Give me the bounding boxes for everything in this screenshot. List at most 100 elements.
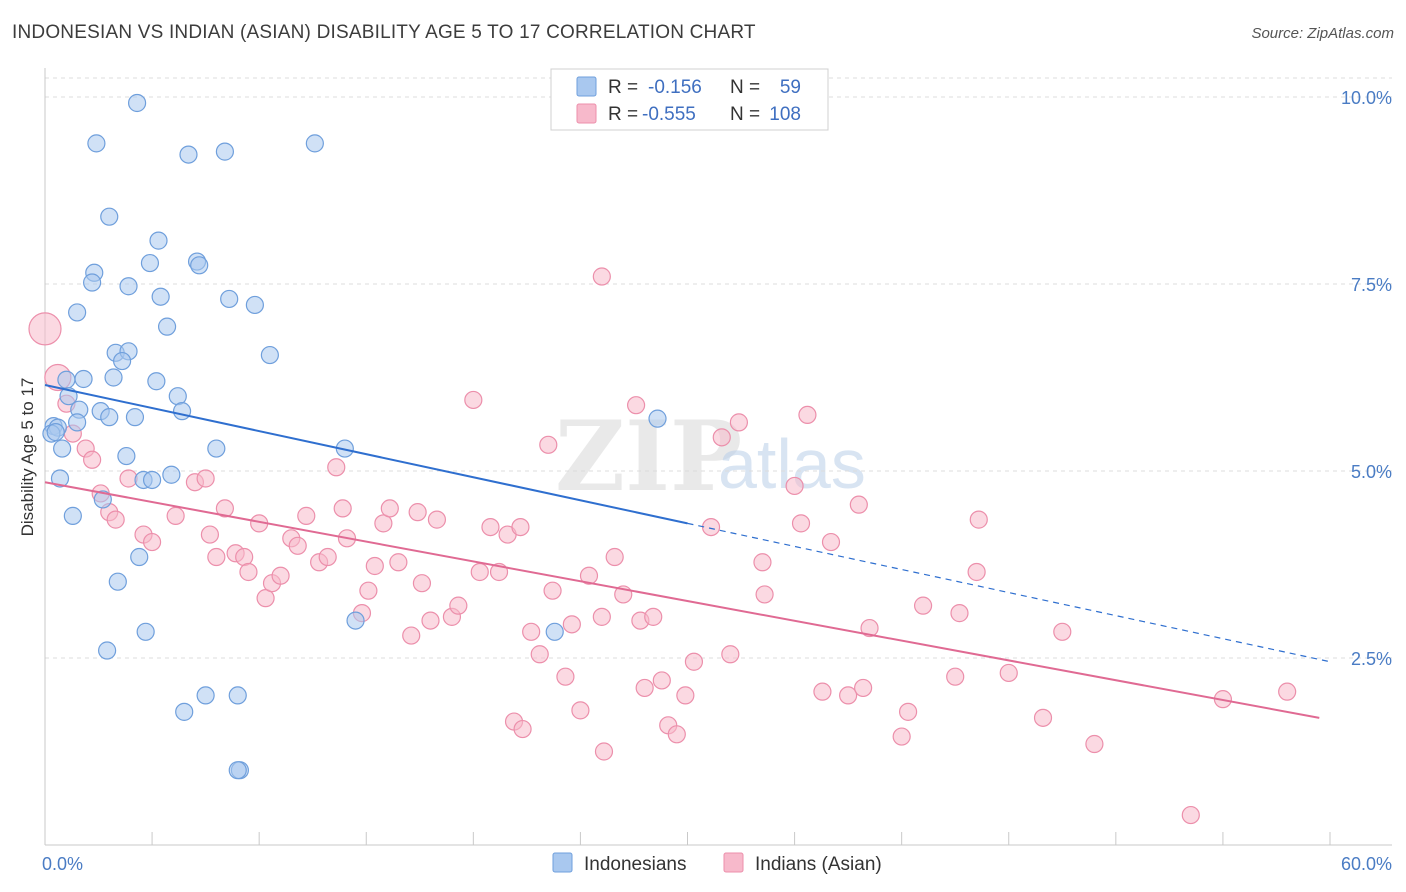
indians-asian-point-48 <box>481 517 500 537</box>
legend-r-label-indonesians: R = <box>608 77 638 98</box>
legend-swatch-indians <box>576 103 597 124</box>
indians-asian-point-41 <box>412 574 432 593</box>
indians-asian-point-98 <box>1053 622 1072 641</box>
indonesians-point-53 <box>98 641 117 660</box>
indians-asian-point-75 <box>712 428 731 447</box>
indians-asian-point-81 <box>791 514 811 533</box>
gridlines <box>45 77 1392 659</box>
indonesians-point-1 <box>87 134 106 153</box>
indonesians-point-37 <box>46 423 65 442</box>
indonesians-point-22 <box>57 370 76 389</box>
indians-asian-point-16 <box>215 499 234 518</box>
indonesians-point-8 <box>140 253 160 273</box>
indonesians-point-0 <box>127 93 147 113</box>
indonesians-point-51 <box>545 622 564 641</box>
indonesians-point-5 <box>100 207 119 226</box>
indians-asian-point-77 <box>729 413 749 432</box>
indians-asian-point-19 <box>235 547 254 567</box>
indians-asian-point-78 <box>753 553 772 572</box>
indonesians-point-33 <box>68 413 87 432</box>
indians-asian-point-24 <box>271 566 290 585</box>
y-tick-label-1: 5.0% <box>1351 462 1392 482</box>
indonesians-point-54 <box>196 686 215 705</box>
indonesians-point-11 <box>83 273 102 292</box>
indonesians-point-25 <box>147 372 166 391</box>
indians-asian-point-8 <box>106 510 125 529</box>
indonesians-point-38 <box>53 439 72 458</box>
indians-asian-point-0 <box>28 312 62 346</box>
indians-asian-point-79 <box>755 585 774 604</box>
indonesians-point-3 <box>215 142 234 161</box>
indians-asian-point-9 <box>119 469 138 488</box>
indians-asian-point-14 <box>196 469 215 488</box>
indonesians-point-48 <box>130 547 149 567</box>
indians-asian-point-74 <box>701 517 721 537</box>
indians-asian-point-73 <box>684 652 704 671</box>
indians-asian-point-69 <box>652 671 671 690</box>
correlation-legend: R = -0.156 N = 59 R = -0.555 N = 108 <box>550 68 829 131</box>
indians-asian-point-36 <box>374 514 393 533</box>
indians-asian-point-22 <box>256 589 275 608</box>
indonesians-point-20 <box>112 351 132 371</box>
indonesians-point-50 <box>346 611 365 630</box>
indonesians-point-24 <box>104 368 123 387</box>
bottom-legend-swatch-indians <box>723 852 744 873</box>
indians-asian-point-86 <box>849 495 868 514</box>
indians-asian-point-5 <box>83 450 102 469</box>
indonesians-point-49 <box>108 572 127 591</box>
indians-asian-point-38 <box>389 553 408 572</box>
indonesians-point-46 <box>93 490 112 509</box>
legend-n-label-indians: N = <box>730 104 760 125</box>
y-tick-label-2: 7.5% <box>1351 275 1392 295</box>
indians-asian-point-17 <box>207 547 226 567</box>
indians-asian-point-104 <box>511 517 530 537</box>
indonesians-point-52 <box>136 622 155 641</box>
indians-asian-point-63 <box>605 547 624 567</box>
indians-asian-point-80 <box>785 476 804 496</box>
legend-n-value-indonesians: 59 <box>780 77 801 98</box>
indians-asian-point-100 <box>1181 805 1200 825</box>
indians-asian-point-76 <box>721 645 740 664</box>
indians-asian-point-89 <box>892 727 911 746</box>
indonesians-point-15 <box>245 295 264 315</box>
y-tick-label-3: 10.0% <box>1341 88 1392 108</box>
indonesians-point-17 <box>157 317 177 336</box>
x-tick-label-max: 60.0% <box>1341 854 1392 874</box>
x-axis-ticks <box>44 832 1331 845</box>
indonesians-point-27 <box>168 387 187 406</box>
indians-asian-point-30 <box>327 458 346 477</box>
legend-r-value-indians: -0.555 <box>642 104 696 125</box>
y-axis-tick-labels: 2.5% 5.0% 7.5% 10.0% <box>1341 88 1392 669</box>
indians-asian-point-53 <box>522 622 541 641</box>
indians-asian-point-60 <box>579 566 599 585</box>
indians-asian-point-29 <box>318 547 337 567</box>
indians-asian-point-68 <box>644 607 663 626</box>
bottom-legend-label-indonesians: Indonesians <box>584 854 686 875</box>
indians-asian-point-31 <box>333 499 352 518</box>
indians-asian-point-85 <box>839 686 858 705</box>
indians-asian-point-56 <box>543 581 562 600</box>
indians-asian-point-37 <box>380 499 399 518</box>
indians-asian-point-92 <box>946 667 965 686</box>
indians-asian-point-72 <box>676 686 695 705</box>
indians-asian-point-102 <box>1278 682 1297 701</box>
indians-asian-point-94 <box>967 562 986 582</box>
indians-asian-point-62 <box>594 742 614 761</box>
indonesians-point-55 <box>228 686 247 705</box>
indians-asian-point-57 <box>556 667 575 686</box>
legend-swatch-indonesians <box>576 76 597 97</box>
indians-asian-point-93 <box>950 604 969 623</box>
indonesians-point-39 <box>117 446 136 466</box>
indonesians-point-47 <box>63 506 82 525</box>
bottom-legend-swatch-indonesians <box>552 852 573 873</box>
indians-asian-point-61 <box>592 607 611 626</box>
indians-asian-point-55 <box>539 435 558 454</box>
trend-lines <box>44 384 1331 719</box>
chart-source: Source: ZipAtlas.com <box>1251 25 1394 42</box>
legend-r-value-indonesians: -0.156 <box>648 77 702 98</box>
indonesians-point-42 <box>50 469 70 488</box>
chart-title: INDONESIAN VS INDIAN (ASIAN) DISABILITY … <box>12 22 756 43</box>
indonesians-point-58 <box>228 761 247 780</box>
y-axis-label: Disability Age 5 to 17 <box>18 378 37 537</box>
indonesians-point-6 <box>149 231 168 250</box>
